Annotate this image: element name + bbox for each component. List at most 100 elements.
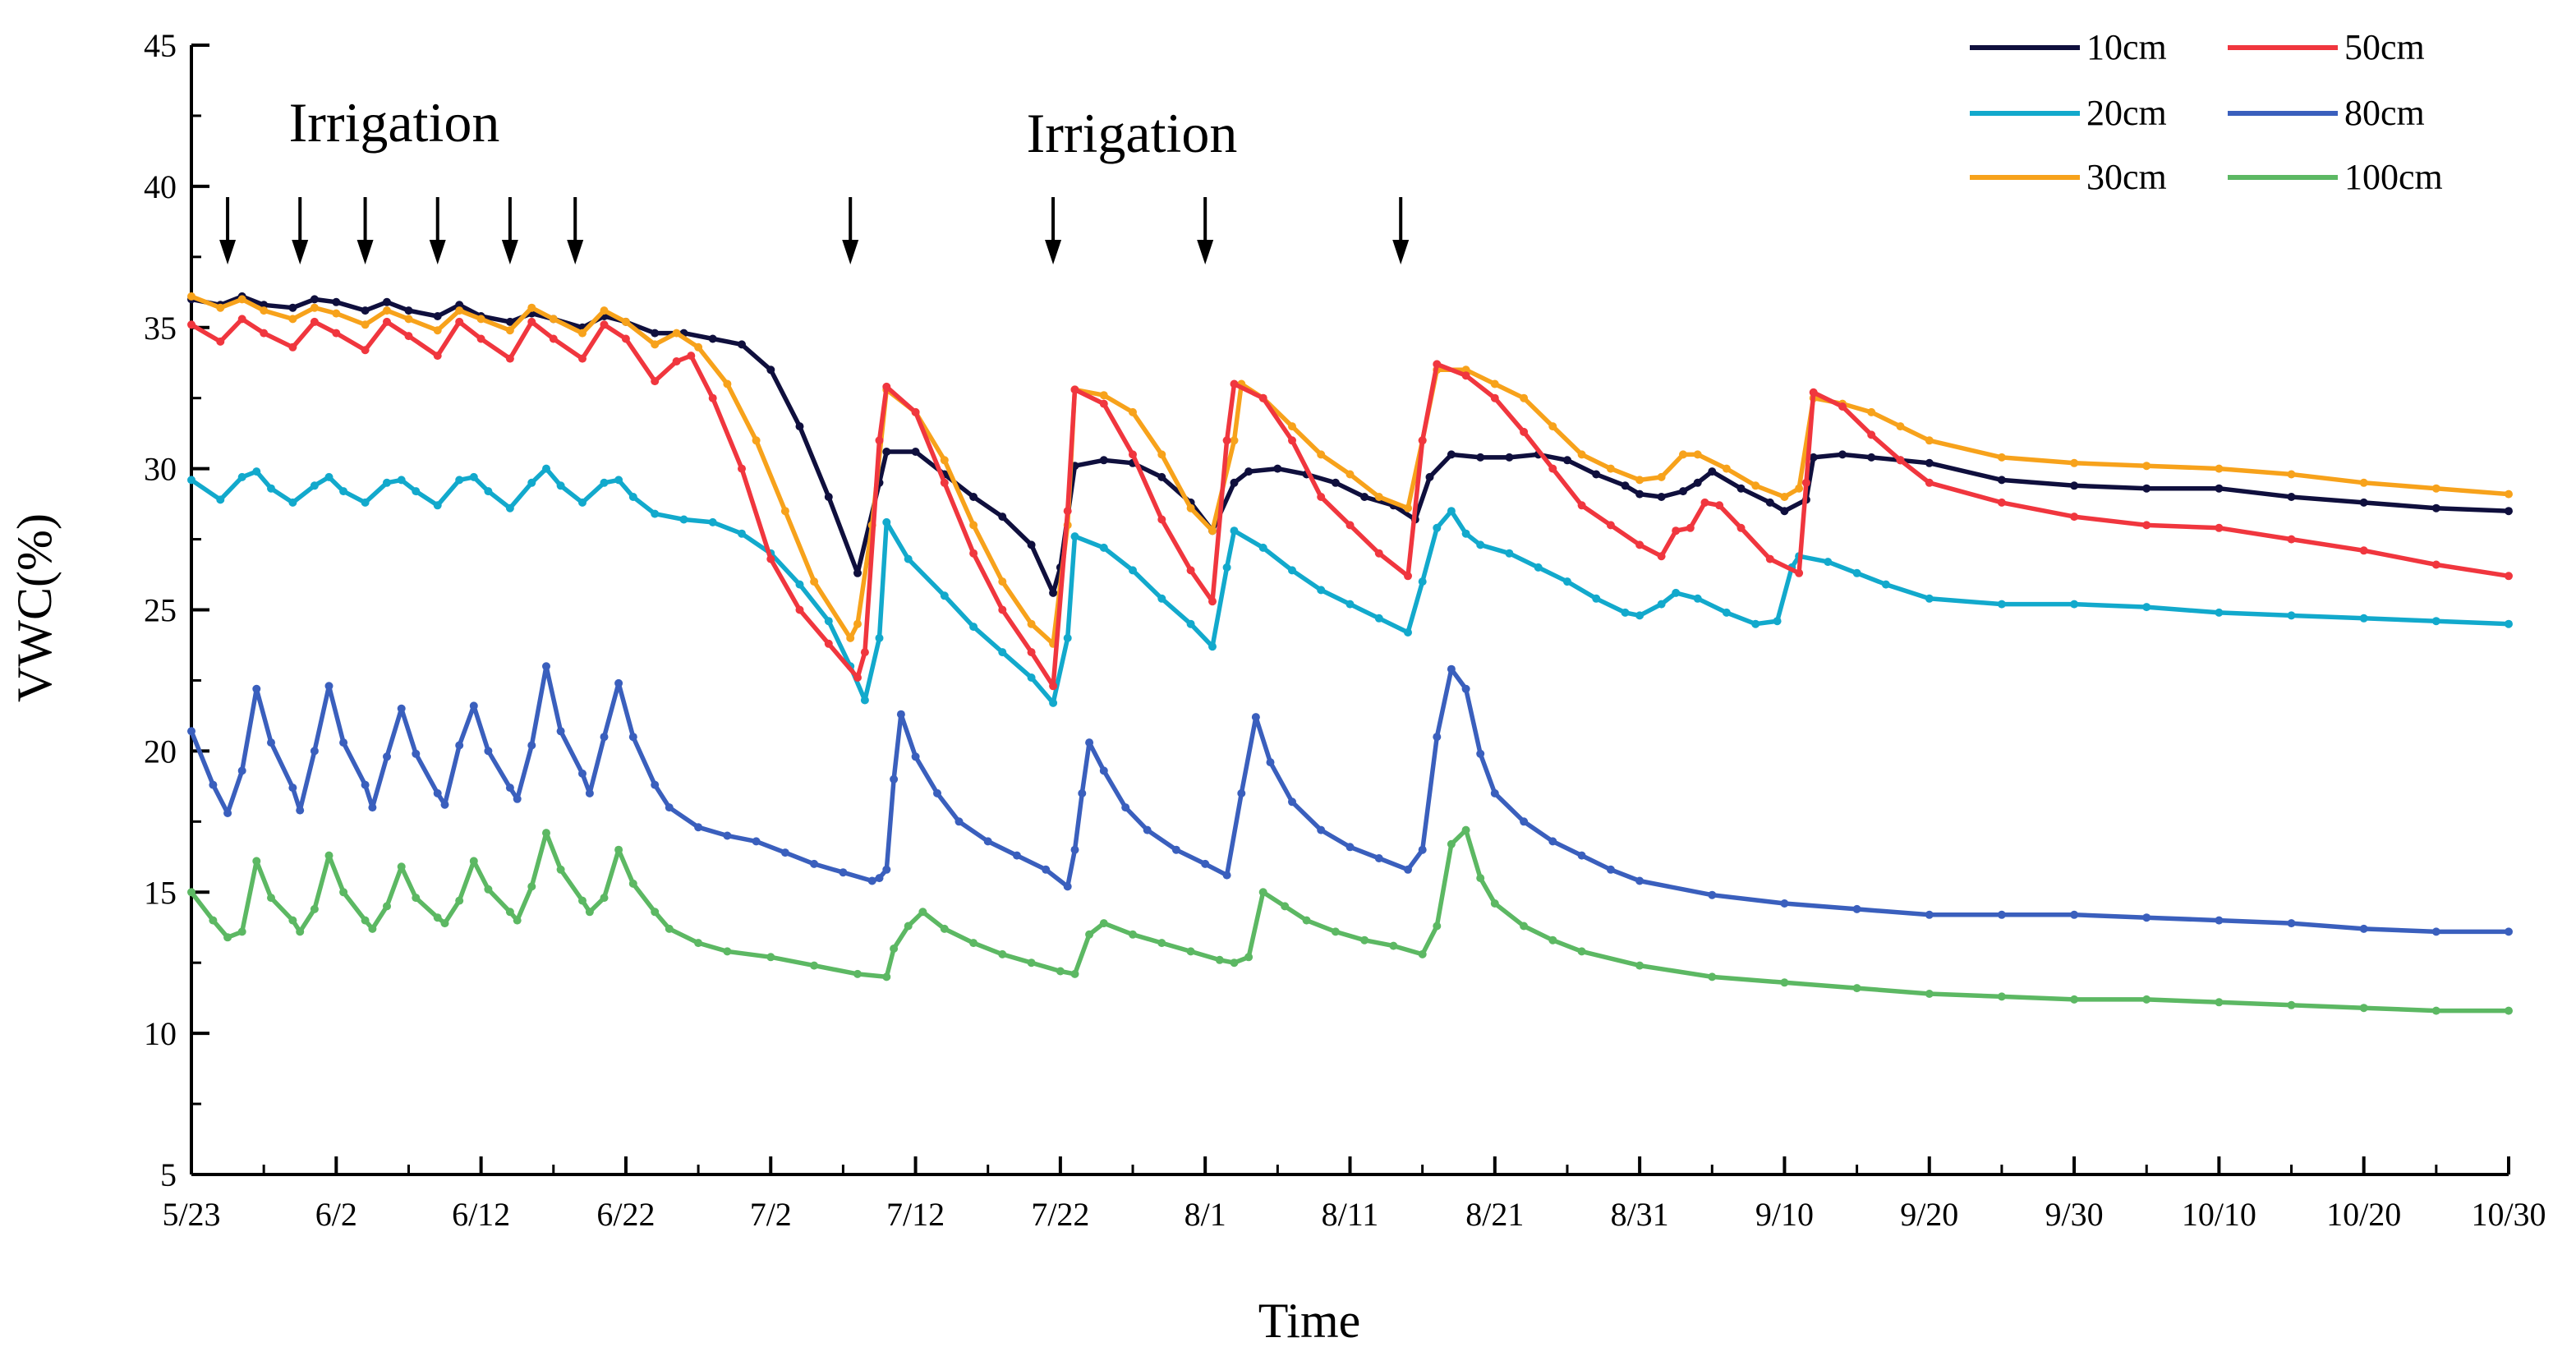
data-point-50cm <box>1715 501 1724 510</box>
data-point-30cm <box>672 329 681 338</box>
data-point-80cm <box>2142 913 2151 922</box>
data-point-50cm <box>1736 523 1746 532</box>
data-point-20cm <box>1534 563 1543 572</box>
irrigation-arrow-head <box>842 240 859 264</box>
data-point-50cm <box>1404 572 1412 581</box>
data-point-80cm <box>839 868 848 877</box>
data-point-80cm <box>1635 876 1644 885</box>
data-point-50cm <box>332 329 341 338</box>
data-point-50cm <box>1208 597 1217 606</box>
data-point-10cm <box>766 365 775 375</box>
data-point-20cm <box>1070 532 1079 541</box>
data-point-30cm <box>1404 503 1412 513</box>
data-point-30cm <box>1027 619 1036 628</box>
data-point-20cm <box>1346 600 1355 609</box>
data-point-50cm <box>824 639 833 648</box>
data-point-100cm <box>1490 899 1499 908</box>
data-point-50cm <box>1129 450 1137 459</box>
data-point-100cm <box>904 922 913 931</box>
data-point-80cm <box>867 876 876 885</box>
data-point-80cm <box>513 794 522 803</box>
data-point-50cm <box>1765 554 1774 563</box>
data-point-80cm <box>1852 904 1861 913</box>
irrigation-arrows <box>219 197 1410 264</box>
legend-item-80cm: 80cm <box>2228 93 2425 133</box>
data-point-80cm <box>628 733 637 742</box>
data-point-30cm <box>361 320 370 329</box>
data-point-20cm <box>1751 619 1760 628</box>
data-point-80cm <box>288 784 297 793</box>
x-tick-label: 9/20 <box>1900 1196 1958 1233</box>
data-point-100cm <box>187 888 196 897</box>
y-tick-label: 15 <box>144 874 177 911</box>
data-point-30cm <box>1867 407 1876 416</box>
irrigation-arrow-icon <box>567 197 584 264</box>
data-point-20cm <box>339 487 348 496</box>
irrigation-arrow-icon <box>842 197 859 264</box>
data-point-30cm <box>2142 462 2151 471</box>
series-line-10cm <box>189 294 2511 595</box>
data-point-80cm <box>455 741 464 750</box>
data-point-20cm <box>2070 600 2079 609</box>
data-point-10cm <box>310 295 319 304</box>
data-point-50cm <box>1374 549 1383 558</box>
data-point-20cm <box>2359 614 2368 623</box>
irrigation-arrow-head <box>219 240 237 264</box>
data-point-50cm <box>687 352 696 361</box>
data-point-100cm <box>1070 969 1079 978</box>
data-point-20cm <box>1317 586 1326 595</box>
data-point-80cm <box>752 837 761 846</box>
data-point-100cm <box>766 953 775 962</box>
data-point-80cm <box>252 684 261 693</box>
data-point-10cm <box>1693 478 1702 487</box>
data-point-30cm <box>1346 470 1355 479</box>
data-point-20cm <box>237 472 246 481</box>
data-point-100cm <box>223 933 232 942</box>
data-point-50cm <box>672 357 681 365</box>
data-point-80cm <box>1418 845 1427 854</box>
irrigation-arrow-head <box>567 240 584 264</box>
data-point-100cm <box>1447 839 1456 848</box>
data-point-100cm <box>890 945 899 953</box>
data-point-80cm <box>440 800 449 809</box>
data-point-100cm <box>600 894 609 903</box>
data-point-20cm <box>1433 523 1442 532</box>
data-point-30cm <box>1751 481 1760 490</box>
data-point-30cm <box>1693 450 1702 459</box>
data-point-100cm <box>2431 1006 2440 1015</box>
data-point-50cm <box>1606 521 1615 530</box>
data-point-50cm <box>2505 572 2513 581</box>
data-point-20cm <box>383 478 391 487</box>
data-point-80cm <box>1433 733 1442 742</box>
data-point-80cm <box>1447 664 1456 673</box>
data-point-80cm <box>1577 851 1586 860</box>
data-point-30cm <box>332 309 341 318</box>
data-point-80cm <box>896 710 905 719</box>
data-point-30cm <box>1374 493 1383 501</box>
data-point-50cm <box>187 320 196 329</box>
data-point-100cm <box>2142 995 2151 1004</box>
data-point-50cm <box>853 673 862 682</box>
data-point-20cm <box>505 503 514 513</box>
x-tick-label: 8/31 <box>1611 1196 1669 1233</box>
data-point-100cm <box>368 924 377 933</box>
data-point-20cm <box>578 498 586 507</box>
x-tick-label: 9/10 <box>1755 1196 1814 1233</box>
data-point-20cm <box>738 529 746 538</box>
data-point-80cm <box>780 848 789 857</box>
data-point-50cm <box>1838 402 1847 411</box>
data-point-50cm <box>288 342 297 352</box>
data-point-20cm <box>1027 673 1036 682</box>
data-point-30cm <box>1317 450 1326 459</box>
data-point-100cm <box>1577 947 1586 956</box>
data-point-100cm <box>505 908 514 917</box>
data-point-100cm <box>469 857 478 866</box>
data-point-80cm <box>600 733 609 742</box>
data-point-100cm <box>1389 941 1398 950</box>
legend-item-30cm: 30cm <box>1970 157 2167 197</box>
data-point-100cm <box>1085 930 1094 939</box>
series-30cm <box>187 292 2513 648</box>
data-point-100cm <box>1997 992 2006 1001</box>
data-point-100cm <box>1258 888 1267 897</box>
data-point-20cm <box>1722 608 1731 617</box>
